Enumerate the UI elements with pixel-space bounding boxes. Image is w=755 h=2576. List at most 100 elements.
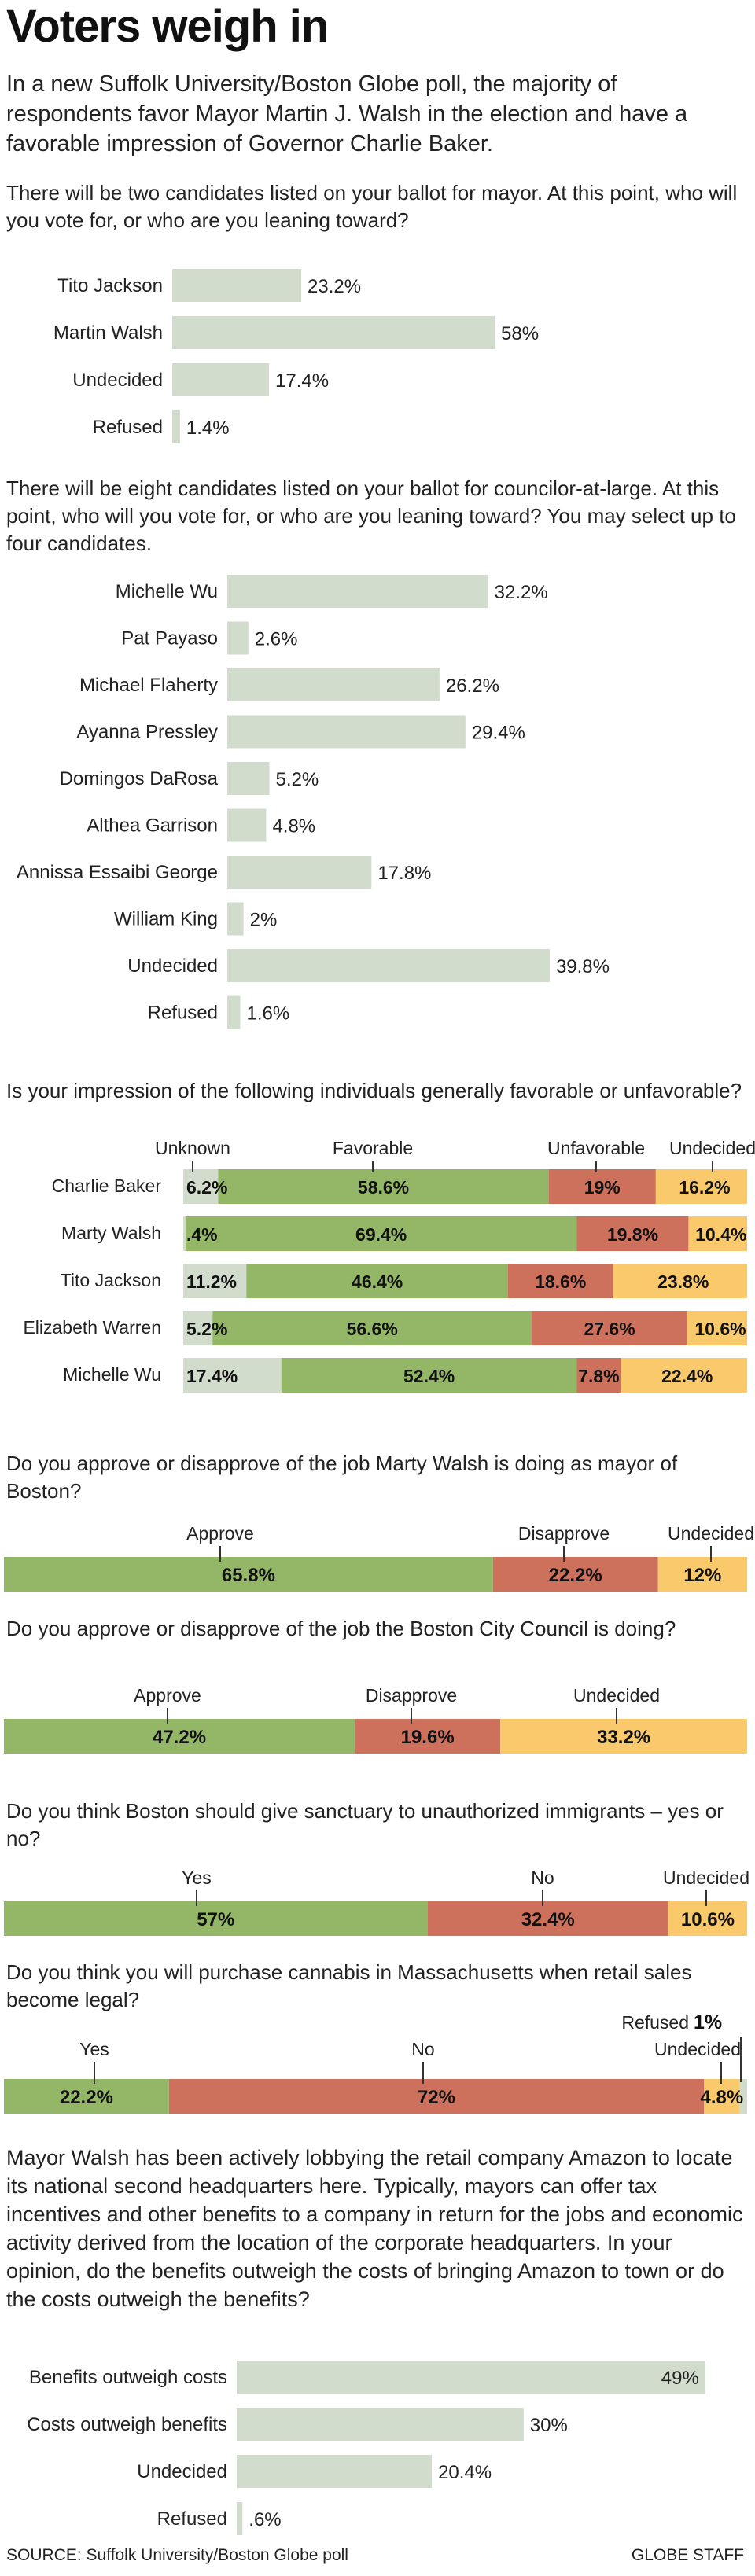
bar-michael-flaherty: [227, 668, 440, 701]
value-label-michelle-wu-favorable: 52.4%: [403, 1366, 455, 1386]
bar-michelle-wu: [227, 575, 488, 608]
bar-undecided: [172, 363, 270, 396]
category-label-michelle-wu: Michelle Wu: [116, 581, 218, 602]
value-label-tito-jackson: 23.2%: [308, 276, 361, 297]
segment-elizabeth-warren-favorable: [212, 1311, 532, 1345]
segment-michelle-wu-unknown: [183, 1358, 282, 1393]
column-header-favorable: Favorable: [333, 1138, 413, 1158]
column-header-undecided: Undecided: [669, 1138, 755, 1158]
value-label-marty-walsh-undecided: 10.4%: [695, 1224, 746, 1245]
footer-credit: GLOBE STAFF: [631, 2546, 744, 2564]
value-label-charlie-baker-favorable: 58.6%: [358, 1177, 409, 1198]
segment-no: [168, 2079, 705, 2114]
value-label-michelle-wu-unfavorable: 7.8%: [578, 1366, 619, 1386]
segment-undecided: [668, 1901, 747, 1936]
segment-charlie-baker-unfavorable: [548, 1169, 656, 1204]
segment-tito-jackson-unknown: [183, 1264, 247, 1298]
value-label-costs-outweigh-benefits: 30%: [530, 2415, 568, 2436]
value-label-elizabeth-warren-unfavorable: 27.6%: [584, 1319, 635, 1339]
value-label-marty-walsh-unfavorable: 19.8%: [607, 1224, 658, 1245]
bar-annissa-essaibi-george: [227, 856, 372, 889]
bar-costs-outweigh-benefits: [237, 2408, 524, 2441]
question-mayor: There will be two candidates listed on y…: [6, 181, 738, 232]
bar-ayanna-pressley: [227, 715, 466, 749]
header-no: No: [411, 2039, 434, 2059]
value-label-undecided: 17.4%: [275, 370, 329, 392]
value-label-tito-jackson-undecided: 23.8%: [657, 1271, 709, 1292]
category-label-domingos-darosa: Domingos DaRosa: [60, 768, 219, 789]
bar-domingos-darosa: [227, 762, 270, 795]
question-cannabis: Do you think you will purchase cannabis …: [6, 1960, 692, 2011]
category-label-william-king: William King: [114, 909, 218, 930]
category-label-undecided: Undecided: [72, 370, 163, 391]
segment-yes: [4, 1901, 428, 1936]
question-amazon: Mayor Walsh has been actively lobbying t…: [6, 2146, 743, 2311]
value-label-refused: .6%: [249, 2509, 281, 2530]
value-label-undecided: 20.4%: [438, 2462, 492, 2483]
bar-refused: [237, 2502, 243, 2535]
value-label-yes: 57%: [197, 1909, 234, 1930]
category-label-michael-flaherty: Michael Flaherty: [79, 675, 218, 696]
question-council-job: Do you approve or disapprove of the job …: [6, 1617, 676, 1640]
segment-approve: [4, 1557, 493, 1592]
value-label-charlie-baker-unknown: 6.2%: [186, 1177, 227, 1198]
value-label-disapprove: 22.2%: [549, 1565, 602, 1586]
header-undecided: Undecided: [663, 1868, 749, 1888]
segment-undecided: [657, 1557, 747, 1592]
segment-undecided: [500, 1719, 747, 1754]
value-label-yes: 22.2%: [60, 2087, 113, 2108]
header-approve: Approve: [186, 1523, 254, 1544]
segment-marty-walsh-favorable: [185, 1216, 577, 1251]
header-disapprove: Disapprove: [366, 1685, 457, 1706]
person-label-marty-walsh: Marty Walsh: [61, 1223, 161, 1243]
value-label-undecided: 12%: [683, 1565, 721, 1586]
value-label-elizabeth-warren-unknown: 5.2%: [186, 1319, 227, 1339]
header-approve: Approve: [134, 1685, 201, 1706]
page-title: Voters weigh in: [6, 1, 329, 52]
value-label-benefits-outweigh-costs: 49%: [661, 2368, 699, 2389]
category-label-refused: Refused: [157, 2508, 227, 2530]
person-label-michelle-wu: Michelle Wu: [63, 1364, 161, 1385]
value-label-althea-garrison: 4.8%: [272, 816, 315, 837]
segment-disapprove: [492, 1557, 658, 1592]
value-label-marty-walsh-unknown: .4%: [186, 1224, 218, 1245]
header-yes: Yes: [79, 2039, 109, 2059]
value-label-refused: 1.6%: [246, 1003, 289, 1025]
segment-elizabeth-warren-unknown: [183, 1311, 213, 1345]
question-council: There will be eight candidates listed on…: [6, 477, 736, 555]
segment-charlie-baker-favorable: [218, 1169, 549, 1204]
bar-refused: [172, 410, 180, 443]
segment-refused: [739, 2079, 747, 2114]
category-label-tito-jackson: Tito Jackson: [57, 275, 163, 296]
value-label-undecided: 10.6%: [681, 1909, 735, 1930]
value-label-william-king: 2%: [250, 910, 278, 931]
category-label-ayanna-pressley: Ayanna Pressley: [76, 722, 218, 743]
value-label-charlie-baker-undecided: 16.2%: [679, 1177, 730, 1198]
value-label-refused: 1.4%: [186, 418, 230, 439]
segment-tito-jackson-favorable: [246, 1264, 508, 1298]
segment-marty-walsh-unfavorable: [576, 1216, 689, 1251]
bar-refused: [227, 995, 241, 1029]
value-label-michelle-wu: 32.2%: [495, 582, 548, 603]
category-label-undecided: Undecided: [127, 955, 218, 977]
category-label-pat-payaso: Pat Payaso: [121, 628, 218, 650]
segment-charlie-baker-unknown: [183, 1169, 219, 1204]
segment-elizabeth-warren-unfavorable: [532, 1311, 687, 1345]
bar-undecided: [237, 2455, 433, 2488]
value-label-michael-flaherty: 26.2%: [446, 675, 499, 697]
person-label-elizabeth-warren: Elizabeth Warren: [23, 1317, 161, 1338]
value-label-disapprove: 19.6%: [401, 1727, 455, 1748]
value-label-michelle-wu-unknown: 17.4%: [186, 1366, 238, 1386]
value-label-marty-walsh-favorable: 69.4%: [355, 1224, 407, 1245]
segment-no: [427, 1901, 668, 1936]
header-no: No: [531, 1868, 554, 1888]
question-sanctuary: Do you think Boston should give sanctuar…: [6, 1799, 724, 1850]
category-label-undecided: Undecided: [137, 2461, 227, 2482]
category-label-benefits-outweigh-costs: Benefits outweigh costs: [29, 2367, 227, 2388]
category-label-refused: Refused: [93, 417, 163, 438]
header-undecided: Undecided: [654, 2039, 741, 2059]
value-label-undecided: 4.8%: [701, 2087, 744, 2108]
value-label-no: 32.4%: [521, 1909, 575, 1930]
segment-yes: [4, 2079, 169, 2114]
